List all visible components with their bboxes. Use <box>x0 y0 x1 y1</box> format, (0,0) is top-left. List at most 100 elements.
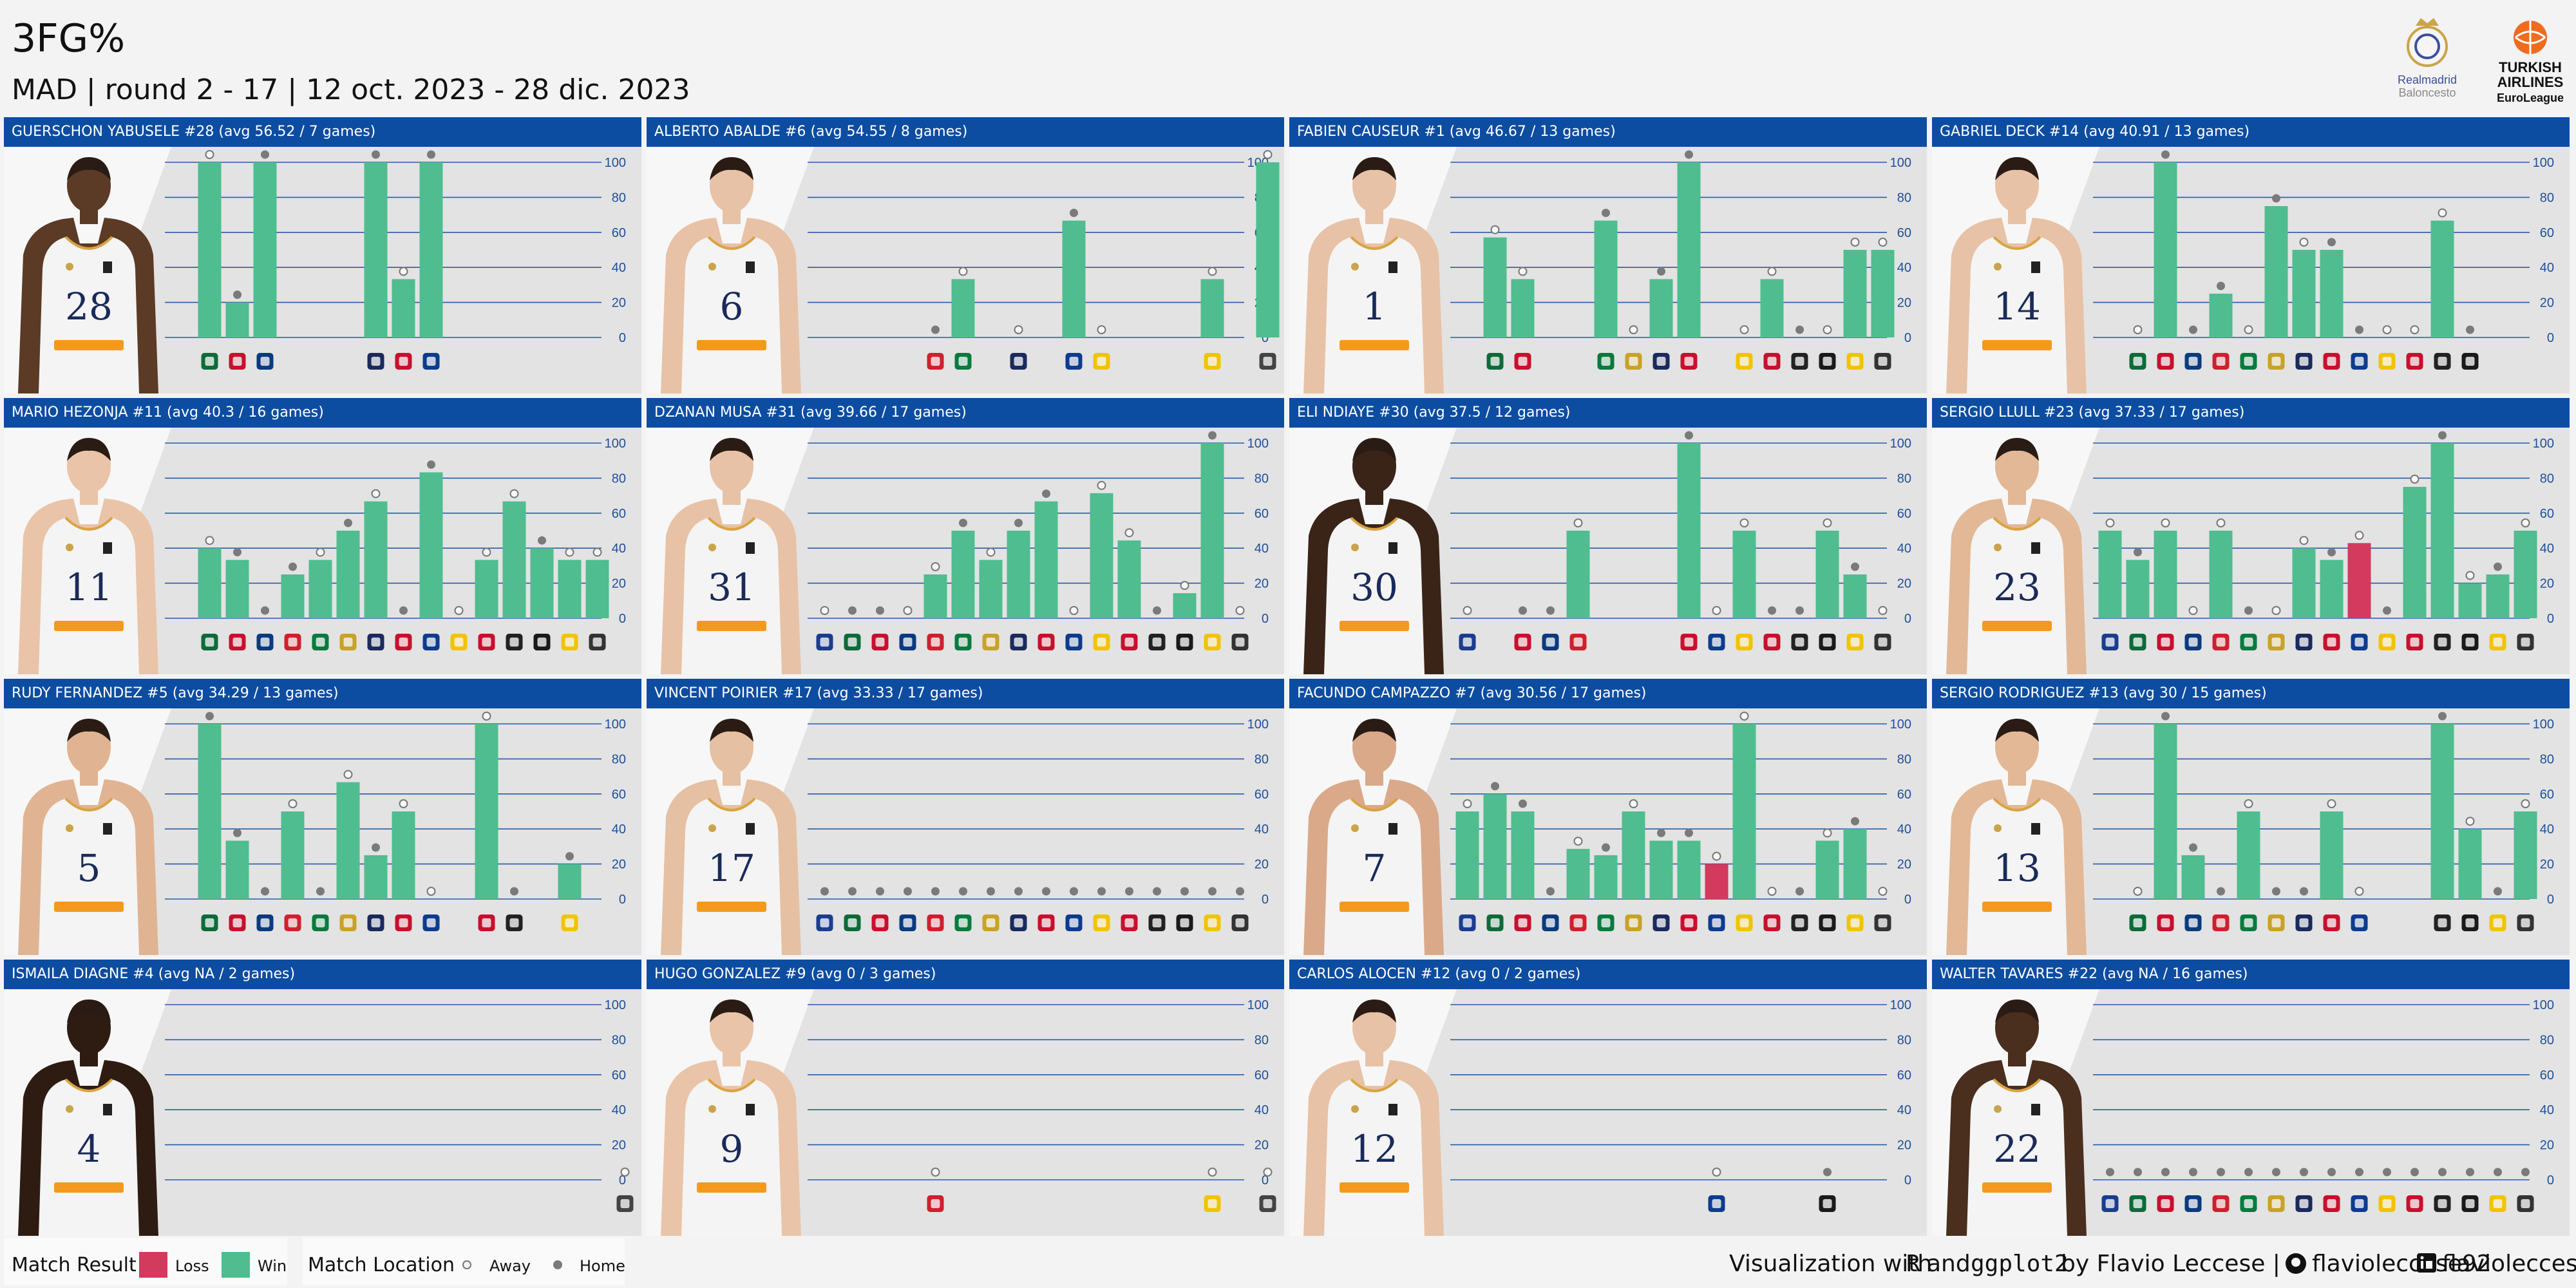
bar <box>198 724 222 899</box>
y-tick-label: 0 <box>1262 612 1269 626</box>
opponent-badge-icon <box>2157 353 2174 370</box>
home-marker <box>2189 325 2197 334</box>
home-marker <box>372 843 380 852</box>
home-marker <box>2355 325 2363 334</box>
credit-linkedin[interactable]: flavioleccese <box>2442 1251 2576 1277</box>
credit-and: and <box>1927 1251 1971 1277</box>
home-marker <box>1602 843 1610 852</box>
player-panel-title: ELI NDIAYE #30 (avg 37.5 / 12 games) <box>1289 398 1927 428</box>
opponent-badge-icon <box>1819 1195 1836 1212</box>
bar <box>2430 443 2454 618</box>
legend-result-title: Match Result <box>12 1254 137 1276</box>
bar <box>1511 811 1535 899</box>
home-marker <box>1042 489 1050 498</box>
player-photo: 14 <box>1946 157 2087 393</box>
opponent-badge-icon <box>1736 914 1753 931</box>
sponsor-logo <box>1982 1182 2052 1193</box>
sponsor-logo <box>697 902 766 912</box>
y-tick-label: 40 <box>1897 542 1911 556</box>
home-marker <box>2300 1168 2308 1177</box>
away-marker <box>1573 837 1583 846</box>
away-marker <box>1878 238 1888 247</box>
y-tick-label: 100 <box>1890 717 1911 732</box>
home-marker <box>1491 782 1499 791</box>
y-tick-label: 0 <box>619 331 626 345</box>
y-tick-label: 0 <box>1904 612 1911 626</box>
y-tick-label: 100 <box>605 437 626 451</box>
credit-github[interactable]: flavioleccese92 <box>2312 1251 2492 1277</box>
sponsor-logo <box>1340 340 1409 350</box>
away-marker <box>1208 1168 1217 1177</box>
sponsor-logo <box>54 1182 124 1193</box>
player-chart: 0 20 40 60 80 100 17 <box>647 708 1284 955</box>
player-panel-title: WALTER TAVARES #22 (avg NA / 16 games) <box>1932 960 2570 989</box>
away-marker <box>2188 606 2198 615</box>
home-marker <box>2494 562 2502 571</box>
opponent-badge-icon <box>2240 353 2257 370</box>
bar <box>336 782 360 899</box>
away-marker <box>2133 325 2143 334</box>
opponent-badge-icon <box>1514 914 1531 931</box>
bar <box>364 855 388 899</box>
opponent-badge-icon <box>1542 914 1559 931</box>
away-marker <box>2271 606 2281 615</box>
away-marker <box>371 489 381 498</box>
y-tick-label: 80 <box>1255 752 1269 766</box>
home-marker <box>2217 281 2225 290</box>
bar <box>502 501 526 618</box>
home-marker <box>1602 209 1610 218</box>
y-tick-label: 20 <box>2540 858 2554 872</box>
home-marker <box>538 536 546 545</box>
home-marker <box>1153 606 1161 615</box>
away-marker <box>1124 528 1134 538</box>
opponent-badge-icon <box>1231 914 1249 931</box>
opponent-badge-icon <box>2129 353 2146 370</box>
y-tick-label: 60 <box>1897 507 1911 521</box>
y-tick-label: 100 <box>1247 717 1269 732</box>
y-tick-label: 40 <box>1255 542 1269 556</box>
y-tick-label: 80 <box>2540 471 2554 486</box>
opponent-badge-icon <box>256 634 274 650</box>
away-marker <box>565 547 574 557</box>
opponent-badge-icon <box>899 914 916 931</box>
opponent-badge-icon <box>256 914 274 931</box>
y-tick-label: 20 <box>612 296 626 310</box>
home-marker <box>1685 431 1693 440</box>
opponent-badge-icon <box>284 914 301 931</box>
opponent-badge-icon <box>1176 914 1193 931</box>
y-tick-label: 0 <box>2547 1173 2554 1188</box>
opponent-badge-icon <box>2157 914 2174 931</box>
player-chart: 0 20 40 60 80 100 28 <box>4 147 641 393</box>
opponent-badge-icon <box>982 914 999 931</box>
opponent-badge-icon <box>450 634 468 650</box>
opponent-badge-icon <box>1874 914 1891 931</box>
opponent-badge-icon <box>1037 914 1055 931</box>
away-marker <box>1097 480 1106 490</box>
player-chart: 0 20 40 60 80 100 1 <box>1289 147 1927 393</box>
opponent-badge-icon <box>1459 634 1476 650</box>
player-photo: 22 <box>1946 999 2087 1236</box>
y-tick-label: 40 <box>612 822 626 837</box>
opponent-badge-icon <box>1259 353 1276 370</box>
chart-area-background <box>81 708 641 955</box>
opponent-badge-icon <box>871 634 889 650</box>
page-title: 3FG% <box>12 16 126 61</box>
bar <box>1511 279 1535 337</box>
bar <box>364 162 388 337</box>
y-tick-label: 80 <box>1897 471 1911 486</box>
opponent-badge-icon <box>2157 634 2174 650</box>
bar <box>558 560 582 618</box>
home-marker <box>931 887 940 896</box>
bar <box>1843 574 1867 618</box>
home-marker <box>2327 238 2336 247</box>
opponent-badge-icon <box>2323 914 2340 931</box>
y-tick-label: 40 <box>612 261 626 275</box>
y-tick-label: 80 <box>1255 471 1269 486</box>
opponent-badge-icon <box>312 914 329 931</box>
y-tick-label: 100 <box>605 998 626 1012</box>
jersey-number: 9 <box>720 1127 744 1171</box>
chart-area-background <box>1367 428 1927 674</box>
bar <box>1034 501 1058 618</box>
bar <box>2209 531 2233 618</box>
opponent-badge-icon <box>1514 353 1531 370</box>
